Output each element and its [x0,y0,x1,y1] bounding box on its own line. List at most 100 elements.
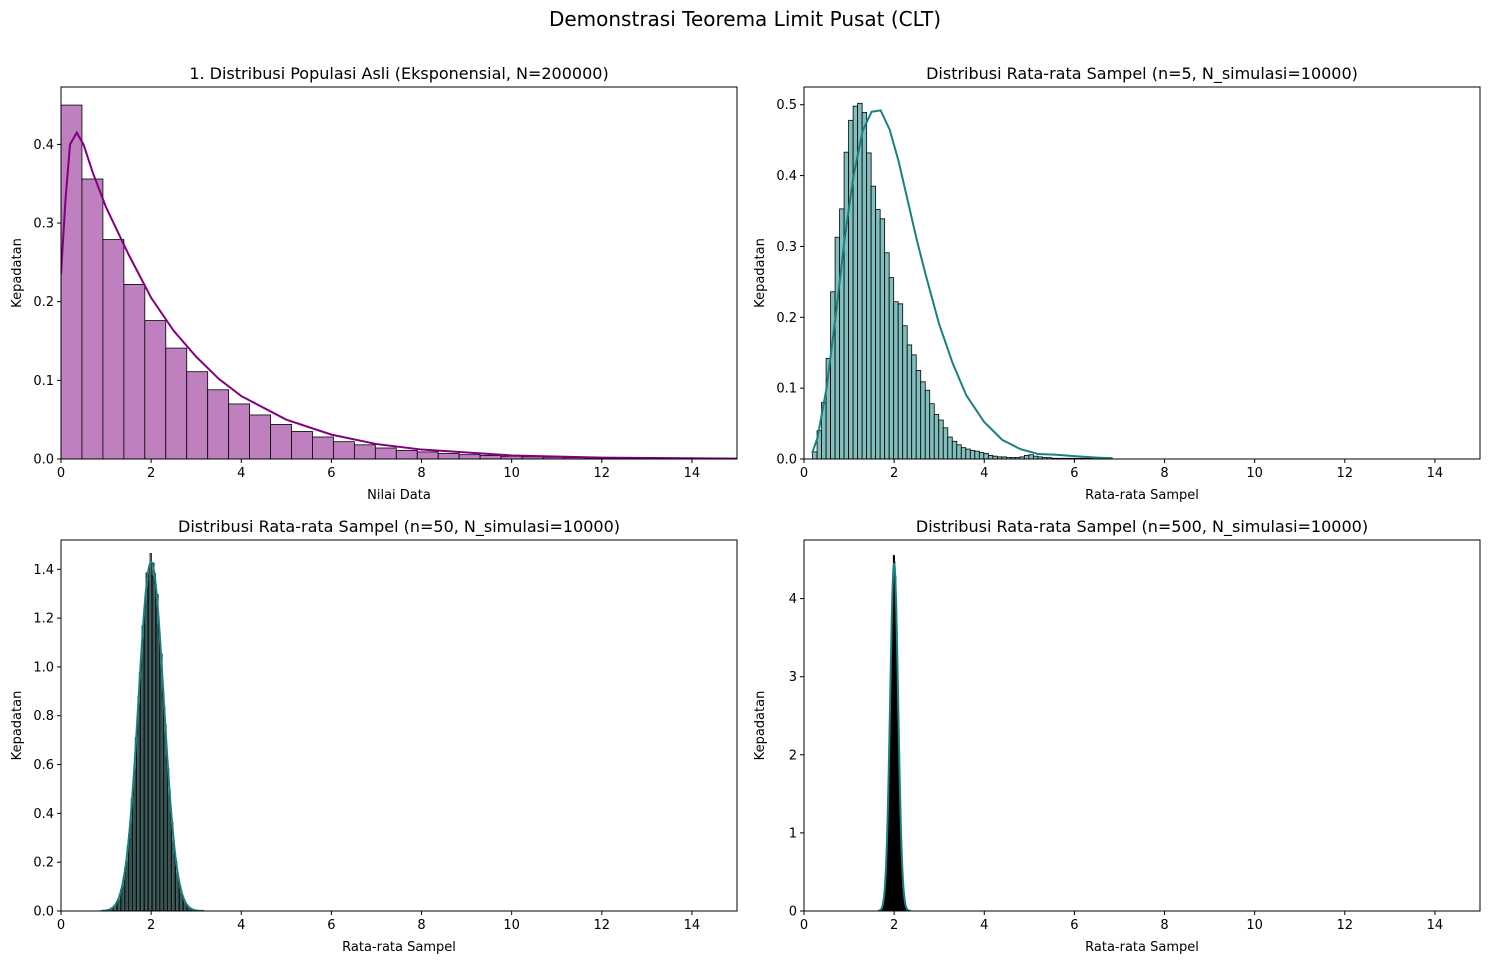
axes-frame [60,86,738,460]
histogram-bar [956,444,962,459]
histogram-bar [479,455,502,459]
y-tick-label: 0.1 [776,382,797,397]
x-axis-label: Rata-rata Sampel [342,940,456,955]
x-tick-label: 2 [147,466,155,481]
y-tick-label: 0.5 [776,98,797,113]
histogram-bar [879,218,886,459]
y-tick-label: 0.2 [33,856,54,871]
x-tick-label: 4 [237,466,245,481]
x-tick-label: 2 [890,918,898,933]
x-tick-label: 2 [890,466,898,481]
y-axis-label: Kepadatan [10,238,25,308]
histogram-bar [416,451,439,459]
histogram-bar [353,444,376,459]
x-tick-label: 10 [503,466,520,481]
subplot-title: 1. Distribusi Populasi Asli (Eksponensia… [189,64,608,83]
y-axis-label: Kepadatan [753,691,768,761]
y-tick-label: 0.8 [33,709,54,724]
x-tick-label: 4 [980,918,988,933]
x-tick-label: 6 [1070,918,1078,933]
x-tick-label: 6 [327,918,335,933]
histogram-bar [987,455,994,459]
histogram-bar [102,239,125,459]
subplot-1: 0 2 4 6 8 10 12 14 0.0 0.1 0.2 0.3 0.4 1. Distribusi … [10,64,738,503]
subplot-title: Distribusi Rata-rata Sampel (n=500, N_si… [916,517,1368,537]
y-axis-label: Kepadatan [10,691,25,761]
histogram-bar [870,185,877,459]
figure-suptitle: Demonstrasi Teorema Limit Pusat (CLT) [549,7,941,31]
subplot-3: 0 2 4 6 8 10 12 14 0.0 0.2 0.4 0.6 0.8 1.0 1.2 1.4 Distr… [10,517,738,955]
histogram-bar [437,453,460,459]
axes-frame [60,539,738,912]
y-tick-label: 0.0 [33,905,54,920]
x-tick-label: 14 [1427,466,1444,481]
y-tick-label: 0.4 [776,169,797,184]
histogram-bar [374,447,397,459]
histogram-bar [207,389,230,459]
histogram-bar [920,381,926,459]
x-tick-label: 12 [594,918,611,933]
y-tick-label: 1.4 [33,563,54,578]
histogram-bar [960,447,967,459]
y-tick-label: 0 [789,905,797,920]
x-tick-label: 8 [1160,918,1168,933]
histogram-bar [906,344,913,459]
histogram-bar [843,151,850,459]
histogram-bar [333,441,355,459]
x-tick-label: 0 [57,466,65,481]
histogram-bar [965,448,971,459]
histogram-bar [947,436,953,459]
y-tick-label: 3 [789,670,797,685]
x-axis-label: Nilai Data [367,488,431,503]
histogram-bar [978,452,985,459]
histogram-bar [969,450,976,459]
subplot-title: Distribusi Rata-rata Sampel (n=5, N_simu… [926,64,1358,84]
subplot-title: Distribusi Rata-rata Sampel (n=50, N_sim… [178,517,620,537]
y-tick-label: 1.2 [33,612,54,627]
y-tick-label: 0.2 [33,295,54,310]
x-tick-label: 8 [1160,466,1168,481]
histogram-bar [848,119,854,459]
histogram-bar [866,152,872,459]
x-tick-label: 8 [417,918,425,933]
x-tick-label: 14 [1427,918,1444,933]
histogram-bar [915,370,922,459]
y-tick-label: 0.3 [33,217,54,232]
y-tick-label: 4 [789,592,797,607]
y-tick-label: 0.3 [776,240,797,255]
x-tick-label: 10 [1246,466,1263,481]
plot-area [61,104,737,459]
x-tick-label: 14 [684,466,701,481]
axes-frame [803,86,1481,460]
histogram-bar [144,320,167,459]
histogram-bar [888,277,895,459]
histogram-bar [897,303,904,459]
y-tick-label: 0.4 [33,807,54,822]
histogram-bar [861,112,868,459]
histogram-bar [81,178,104,459]
histogram-bar [165,347,188,459]
histogram-bar [458,454,481,459]
histogram-bar [875,209,881,459]
x-tick-label: 10 [503,918,520,933]
x-tick-label: 4 [980,466,988,481]
histogram-bar [186,371,209,459]
subplot-grid: 0 2 4 6 8 10 12 14 0.0 0.1 0.2 0.3 0.4 1. Distribusi … [10,64,1481,955]
histogram-bar [911,354,917,459]
x-tick-label: 10 [1246,918,1263,933]
histogram-bar [933,413,940,459]
y-tick-label: 2 [789,748,797,763]
y-axis-label: Kepadatan [753,238,768,308]
histogram-bar [974,450,980,459]
x-tick-label: 0 [800,918,808,933]
histogram-bar [228,403,251,459]
x-tick-label: 2 [147,918,155,933]
histogram-bar [884,252,890,459]
histogram-bar [395,449,418,459]
x-tick-label: 0 [57,918,65,933]
histogram-bar [830,291,836,459]
histogram-bar [270,423,292,459]
x-tick-label: 6 [327,466,335,481]
